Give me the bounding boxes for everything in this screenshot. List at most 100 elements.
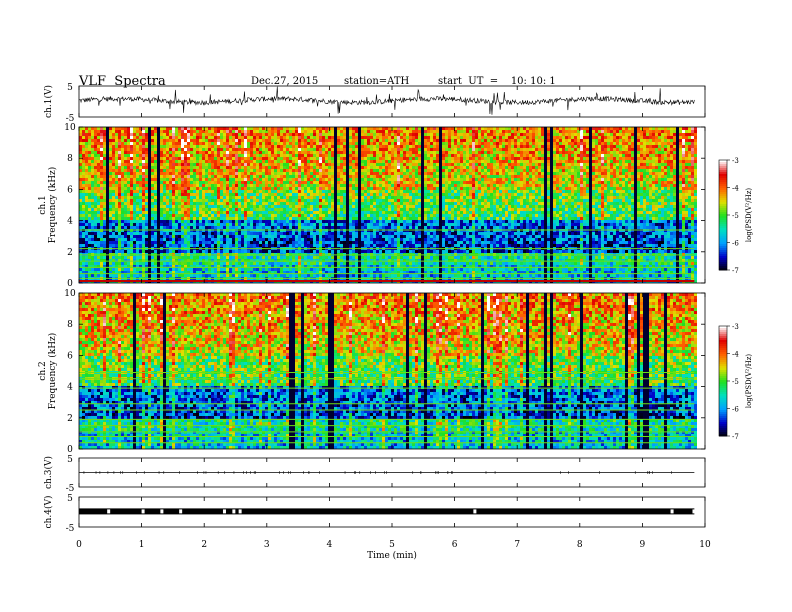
spectrogram-cell [196, 130, 199, 133]
spectrogram-cell [214, 238, 217, 241]
spectrogram-cell [97, 235, 100, 238]
spectrogram-cell [202, 133, 205, 136]
spectrogram-cell [238, 259, 241, 262]
spectrogram-cell [199, 169, 202, 172]
spectrogram-cell [313, 145, 316, 148]
spectrogram-cell [298, 205, 301, 208]
spectrogram-cell [283, 184, 286, 187]
spectrogram-cell [235, 235, 238, 238]
spectrogram-cell [238, 175, 241, 178]
spectrogram-cell [322, 166, 325, 169]
spectrogram-cell [292, 232, 295, 235]
spectrogram-cell [307, 232, 310, 235]
spectrogram-cell [118, 241, 121, 244]
spectrogram-cell [196, 262, 199, 265]
spectrogram-cell [217, 163, 220, 166]
spectrogram-cell [220, 130, 223, 133]
spectrogram-cell [211, 250, 214, 253]
spectrogram-cell [175, 169, 178, 172]
spectrogram-cell [133, 181, 136, 184]
spectrogram-cell [136, 199, 139, 202]
spectrogram-cell [331, 127, 334, 130]
spectrogram-cell [334, 163, 337, 166]
spectrogram-cell [250, 139, 253, 142]
spectrogram-cell [145, 193, 148, 196]
spectrogram-cell [346, 145, 349, 148]
spectrogram-cell [319, 142, 322, 145]
spectrogram-cell [334, 160, 337, 163]
spectrogram-cell [220, 139, 223, 142]
spectrogram-cell [175, 184, 178, 187]
spectrogram-cell [310, 238, 313, 241]
spectrogram-cell [250, 166, 253, 169]
spectrogram-cell [82, 154, 85, 157]
spectrogram-cell [109, 154, 112, 157]
spectrogram-cell [289, 226, 292, 229]
spectrogram-cell [238, 187, 241, 190]
spectrogram-cell [280, 175, 283, 178]
spectrogram-cell [142, 139, 145, 142]
spectrogram-cell [172, 220, 175, 223]
spectrogram-cell [337, 142, 340, 145]
spectrogram-cell [133, 172, 136, 175]
spectrogram-cell [91, 196, 94, 199]
spectrogram-cell [112, 181, 115, 184]
spectrogram-cell [289, 271, 292, 274]
spectrogram-cell [79, 214, 82, 217]
spectrogram-cell [181, 127, 184, 130]
spectrogram-cell [286, 223, 289, 226]
spectrogram-cell [229, 169, 232, 172]
spectrogram-cell [298, 265, 301, 268]
spectrogram-cell [208, 154, 211, 157]
spectrogram-cell [301, 259, 304, 262]
spectrogram-cell [361, 226, 364, 229]
spectrogram-cell [229, 196, 232, 199]
spectrogram-cell [268, 229, 271, 232]
spectrogram-cell [187, 190, 190, 193]
spectrogram-cell [337, 235, 340, 238]
spectrogram-cell [250, 160, 253, 163]
spectrogram-cell [298, 208, 301, 211]
spectrogram-cell [124, 160, 127, 163]
spectrogram-cell [310, 166, 313, 169]
spectrogram-cell [298, 151, 301, 154]
spectrogram-cell [166, 214, 169, 217]
spectrogram-cell [265, 133, 268, 136]
spectrogram-cell [220, 193, 223, 196]
spectrogram-cell [169, 184, 172, 187]
spectrogram-cell [358, 226, 361, 229]
spectrogram-cell [88, 178, 91, 181]
spectrogram-cell [166, 166, 169, 169]
spectrogram-cell [223, 169, 226, 172]
spectrogram-cell [79, 133, 82, 136]
spectrogram-cell [79, 262, 82, 265]
spectrogram-cell [163, 166, 166, 169]
spectrogram-cell [244, 241, 247, 244]
spectrogram-cell [94, 232, 97, 235]
spectrogram-cell [241, 190, 244, 193]
spectrogram-cell [295, 151, 298, 154]
spectrogram-cell [133, 139, 136, 142]
spectrogram-cell [205, 217, 208, 220]
spectrogram-cell [229, 259, 232, 262]
spectrogram-cell [154, 175, 157, 178]
spectrogram-cell [181, 202, 184, 205]
spectrogram-cell [190, 235, 193, 238]
spectrogram-cell [178, 181, 181, 184]
spectrogram-cell [283, 193, 286, 196]
spectrogram-cell [322, 172, 325, 175]
spectrogram-cell [307, 142, 310, 145]
spectrogram-cell [211, 256, 214, 259]
spectrogram-cell [226, 187, 229, 190]
spectrogram-cell [352, 250, 355, 253]
spectrogram-cell [274, 205, 277, 208]
spectrogram-cell [337, 154, 340, 157]
spectrogram-cell [295, 232, 298, 235]
spectrogram-cell [157, 148, 160, 151]
spectrogram-cell [103, 139, 106, 142]
spectrogram-cell [115, 145, 118, 148]
spectrogram-cell [331, 184, 334, 187]
spectrogram-cell [157, 187, 160, 190]
spectrogram-cell [289, 157, 292, 160]
spectrogram-cell [133, 232, 136, 235]
